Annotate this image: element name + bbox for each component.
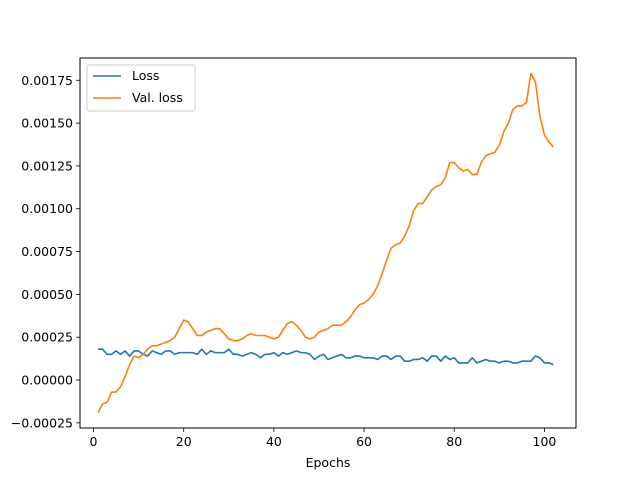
x-tick-label: 0 bbox=[90, 434, 98, 449]
y-tick-label: 0.00175 bbox=[21, 73, 73, 88]
series-line-val-loss bbox=[97, 72, 555, 413]
x-tick-label: 20 bbox=[176, 434, 192, 449]
y-tick-label: 0.00025 bbox=[21, 330, 73, 345]
y-tick-label: 0.00100 bbox=[21, 201, 73, 216]
y-tick-label: 0.00125 bbox=[21, 158, 73, 173]
y-tick-label: 0.00000 bbox=[21, 373, 73, 388]
x-tick-label: 40 bbox=[266, 434, 282, 449]
x-tick-label: 100 bbox=[533, 434, 557, 449]
legend-label-loss: Loss bbox=[132, 68, 159, 83]
y-tick-label: 0.00150 bbox=[21, 116, 73, 131]
legend: Loss Val. loss bbox=[86, 64, 196, 112]
y-axis: −0.00025 0.00000 0.00025 0.00050 0.00075 0.00… bbox=[11, 73, 80, 430]
legend-label-val-loss: Val. loss bbox=[132, 90, 183, 105]
y-tick-label: −0.00025 bbox=[11, 415, 73, 430]
series-layer bbox=[97, 72, 555, 413]
y-tick-label: 0.00050 bbox=[21, 287, 73, 302]
x-tick-label: 80 bbox=[446, 434, 462, 449]
plot-frame bbox=[79, 57, 577, 429]
x-axis: 0 20 40 60 80 100 bbox=[90, 428, 557, 449]
y-tick-label: 0.00075 bbox=[21, 244, 73, 259]
x-tick-label: 60 bbox=[356, 434, 372, 449]
series-line-loss bbox=[98, 348, 554, 366]
x-axis-label: Epochs bbox=[306, 455, 351, 470]
